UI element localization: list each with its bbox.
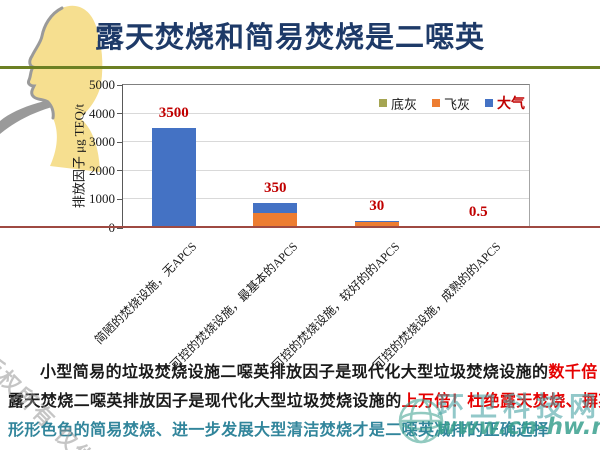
- title-underline-rule: [0, 66, 600, 69]
- gridline: [123, 169, 529, 171]
- head-shape: [28, 5, 103, 124]
- y-tick-label: 5000: [89, 77, 115, 92]
- bar: [151, 127, 196, 228]
- legend-item-飞灰: 飞灰: [431, 94, 470, 113]
- legend-swatch: [431, 99, 440, 107]
- legend-item-大气: 大气: [485, 93, 525, 113]
- bar: [354, 221, 399, 228]
- legend-swatch: [378, 99, 387, 107]
- slide-title: 露天焚烧和简易焚烧是二噁英: [95, 22, 486, 54]
- x-category-label: 简陋的焚烧设施，无APCS: [91, 239, 200, 347]
- legend-label: 底灰: [390, 96, 417, 112]
- head-profile-decoration: [0, 5, 103, 172]
- shoulder-shape: [50, 118, 100, 172]
- y-tick-label: 2000: [89, 162, 115, 178]
- y-tick-label: 3000: [89, 134, 115, 150]
- y-tick-mark: [117, 198, 123, 200]
- bar-segment-大气: [354, 221, 399, 223]
- face-outline: [27, 6, 64, 120]
- bar-segment-大气: [151, 127, 196, 228]
- note-line-2: 露天焚烧二噁英排放因子是现代化大型垃圾焚烧设施的上万倍！杜绝露天焚烧、摒弃: [8, 393, 600, 410]
- bar: [253, 202, 298, 228]
- legend-swatch: [485, 99, 493, 107]
- legend-label: 飞灰: [443, 96, 470, 112]
- site-watermark-url: www.cn-hw.net: [436, 414, 600, 440]
- y-tick-label: 4000: [89, 105, 115, 121]
- gridline: [123, 198, 529, 200]
- bar-value-label: 3500: [158, 104, 189, 121]
- gridline: [123, 112, 529, 114]
- note-line-1: 小型简易的垃圾焚烧设施二噁英排放因子是现代化大型垃圾焚烧设施的数千倍！: [40, 364, 600, 381]
- y-tick-label: 0: [67, 221, 116, 235]
- y-tick-mark: [117, 84, 123, 86]
- bar-value-label: 30: [369, 198, 385, 215]
- bar-value-label: 0.5: [468, 204, 488, 220]
- x-axis-line: [0, 226, 600, 228]
- y-tick-mark: [117, 227, 123, 229]
- y-tick-mark: [117, 170, 123, 172]
- bar-segment-飞灰: [253, 212, 298, 227]
- bar-segment-大气: [253, 202, 298, 213]
- globe-icon: [398, 398, 444, 444]
- site-watermark-name: 环卫科技网: [437, 392, 600, 422]
- bar-value-label: 350: [264, 179, 287, 196]
- y-tick-mark: [117, 113, 123, 115]
- chart-legend: 底灰 飞灰 大气: [378, 93, 525, 113]
- legend-item-底灰: 底灰: [378, 94, 417, 113]
- legend-label: 大气: [497, 97, 525, 112]
- bar-segment-飞灰: [354, 222, 399, 228]
- y-tick-label: 1000: [89, 191, 115, 207]
- gridline: [123, 141, 529, 143]
- y-tick-mark: [117, 141, 123, 143]
